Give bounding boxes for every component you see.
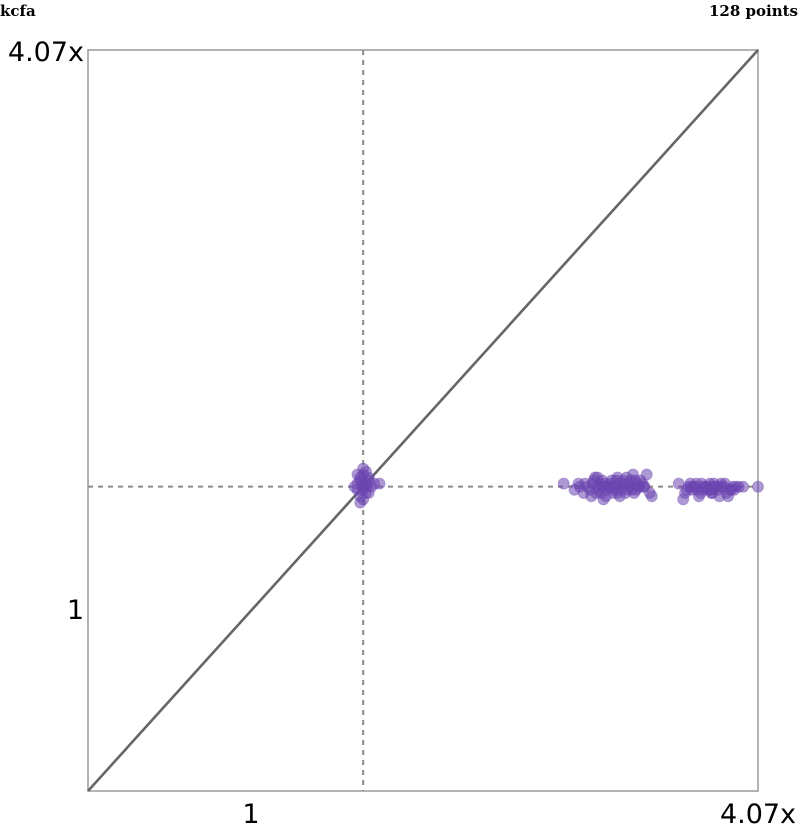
y-tick-label-one: 1 [67, 595, 84, 626]
data-point [597, 493, 610, 506]
data-point [645, 490, 658, 503]
data-point [752, 480, 764, 493]
data-point [619, 487, 632, 499]
data-point [354, 496, 367, 509]
data-point [360, 477, 372, 490]
data-point [627, 468, 639, 481]
point-count-label: 128 points [709, 2, 798, 20]
data-point [633, 480, 646, 493]
data-point [598, 480, 611, 493]
plot-frame [87, 49, 759, 792]
data-point [572, 477, 585, 490]
x-tick-label-one: 1 [242, 799, 259, 830]
points-layer [348, 462, 764, 509]
data-point [577, 487, 590, 499]
x-tick-label-max: 4.07x [720, 799, 796, 830]
diagonal-line [87, 49, 759, 792]
data-point [707, 480, 720, 493]
chart-title: kcfa [0, 2, 36, 20]
data-point [728, 483, 741, 496]
data-point [611, 471, 624, 484]
data-point [357, 462, 370, 475]
data-point [373, 477, 386, 490]
y-tick-label-max: 4.07x [8, 37, 84, 68]
data-point [685, 480, 698, 493]
data-point [591, 471, 604, 484]
data-point [557, 477, 570, 490]
